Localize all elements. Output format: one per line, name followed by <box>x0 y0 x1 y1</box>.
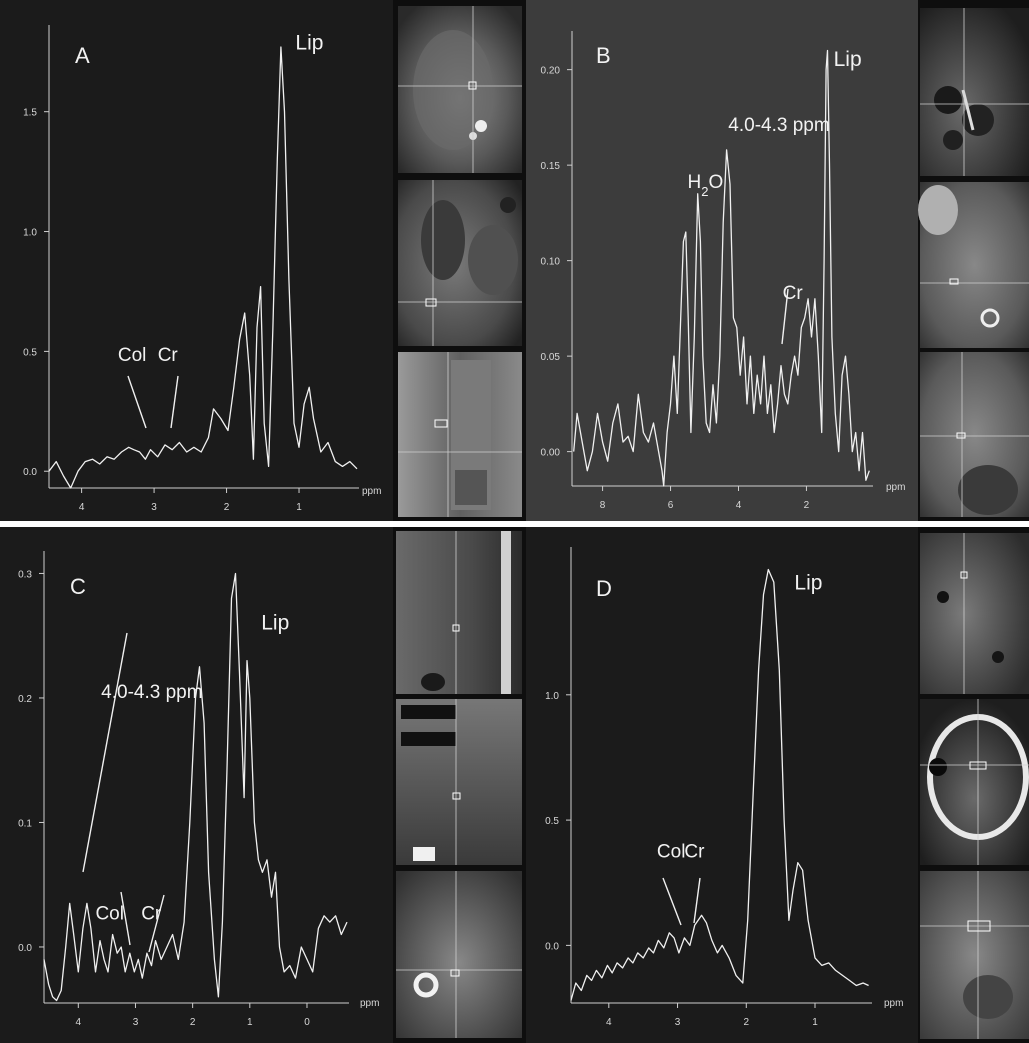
x-tick-label: 8 <box>600 500 606 511</box>
panel-letter: D <box>596 576 612 601</box>
x-axis-unit-label: ppm <box>360 998 379 1009</box>
peak-label-lip: Lip <box>834 48 862 71</box>
x-tick-label: 0 <box>304 1017 310 1028</box>
peak-label-h: H2O <box>688 172 724 199</box>
peak-label-lip: Lip <box>261 611 289 634</box>
spectrum-panel-b: 0.00 0.05 0.10 0.15 0.20 8 6 4 2 ppm B 4.0-4.3 ppm H… <box>526 0 918 521</box>
mri-thumbnail-column-a <box>393 0 526 521</box>
x-tick-label: 4 <box>736 500 742 511</box>
y-tick-label: 0.1 <box>18 818 32 829</box>
annotation-leader-line <box>693 877 701 924</box>
mri-images-d <box>920 533 1029 1039</box>
mri-thumbnail-column-b <box>918 0 1029 521</box>
spectrum-trace <box>48 46 358 489</box>
peak-label-cr: Cr <box>783 283 804 304</box>
peak-label-cr: Cr <box>684 842 705 863</box>
peak-label-col: Col <box>657 842 686 863</box>
annotation-leader-line <box>148 894 165 953</box>
mri-images-c <box>396 531 522 1038</box>
annotation-leader-line <box>127 375 147 429</box>
spectrum-panel-c: 0.0 0.1 0.2 0.3 4 3 2 1 0 ppm C 4.0-4.3 ppm Col Cr Lip <box>0 527 393 1043</box>
spectrum-plot-a: 0.0 0.5 1.0 1.5 4 3 2 1 ppm A Col Cr Lip <box>23 25 381 513</box>
annotation-leader-line <box>170 375 179 429</box>
x-tick-label: 2 <box>190 1017 196 1028</box>
y-tick-label: 0.5 <box>23 347 37 358</box>
panel-letter: C <box>70 574 86 599</box>
spectrum-plot-b: 0.00 0.05 0.10 0.15 0.20 8 6 4 2 ppm B 4.0-4.3 ppm H… <box>541 31 905 511</box>
x-tick-label: 4 <box>76 1017 82 1028</box>
spectrum-panel-d: 0.0 0.5 1.0 4 3 2 1 ppm D Col Cr Lip <box>526 527 918 1043</box>
annotation-leader-line <box>781 288 789 345</box>
mri-images-b <box>918 8 1029 517</box>
peak-label-col: Col <box>95 904 124 925</box>
peak-label-4-0-4-3-ppm: 4.0-4.3 ppm <box>728 115 829 136</box>
spectrum-plot-c: 0.0 0.1 0.2 0.3 4 3 2 1 0 ppm C 4.0-4.3 ppm Col Cr Lip <box>18 551 379 1028</box>
y-tick-label: 0.0 <box>545 941 559 952</box>
y-tick-label: 0.0 <box>18 943 32 954</box>
mri-thumbnail-column-c <box>393 527 526 1043</box>
x-axis-unit-label: ppm <box>884 998 903 1009</box>
peak-label-lip: Lip <box>794 572 822 595</box>
x-tick-label: 6 <box>668 500 674 511</box>
x-tick-label: 3 <box>151 502 157 513</box>
peak-label-cr: Cr <box>158 345 179 366</box>
x-tick-label: 3 <box>675 1017 681 1028</box>
peak-label-4-0-4-3-ppm: 4.0-4.3 ppm <box>101 682 202 703</box>
x-axis-unit-label: ppm <box>362 486 381 497</box>
spectrum-trace <box>570 568 869 1001</box>
peak-label-cr: Cr <box>141 904 162 925</box>
y-tick-label: 0.2 <box>18 694 32 705</box>
y-tick-label: 0.5 <box>545 816 559 827</box>
x-axis-unit-label: ppm <box>886 482 905 493</box>
x-tick-label: 2 <box>224 502 230 513</box>
x-tick-label: 3 <box>133 1017 139 1028</box>
y-tick-label: 0.3 <box>18 569 32 580</box>
peak-label-lip: Lip <box>295 31 323 54</box>
y-tick-label: 0.0 <box>23 467 37 478</box>
y-tick-label: 0.20 <box>541 66 561 77</box>
y-tick-label: 0.10 <box>541 257 561 268</box>
panel-letter: B <box>596 43 611 68</box>
panel-letter: A <box>75 43 90 68</box>
spectrum-panel-a: 0.0 0.5 1.0 1.5 4 3 2 1 ppm A Col Cr Lip <box>0 0 393 521</box>
annotation-leader-line <box>120 891 131 946</box>
x-tick-label: 4 <box>606 1017 612 1028</box>
x-tick-label: 2 <box>743 1017 749 1028</box>
y-tick-label: 1.0 <box>545 691 559 702</box>
mri-thumbnail-column-d <box>918 527 1029 1043</box>
mri-images-a <box>398 6 522 517</box>
y-tick-label: 0.05 <box>541 352 561 363</box>
spectrum-trace <box>573 49 870 487</box>
y-tick-label: 1.5 <box>23 108 37 119</box>
y-tick-label: 0.00 <box>541 448 561 459</box>
x-tick-label: 1 <box>812 1017 818 1028</box>
annotation-leader-line <box>662 877 682 926</box>
peak-label-col: Col <box>118 345 147 366</box>
y-tick-label: 0.15 <box>541 161 561 172</box>
x-tick-label: 1 <box>247 1017 253 1028</box>
annotation-leader-line <box>82 632 128 873</box>
x-tick-label: 2 <box>804 500 810 511</box>
x-tick-label: 1 <box>296 502 302 513</box>
y-tick-label: 1.0 <box>23 228 37 239</box>
spectrum-trace <box>43 572 348 1002</box>
x-tick-label: 4 <box>79 502 85 513</box>
